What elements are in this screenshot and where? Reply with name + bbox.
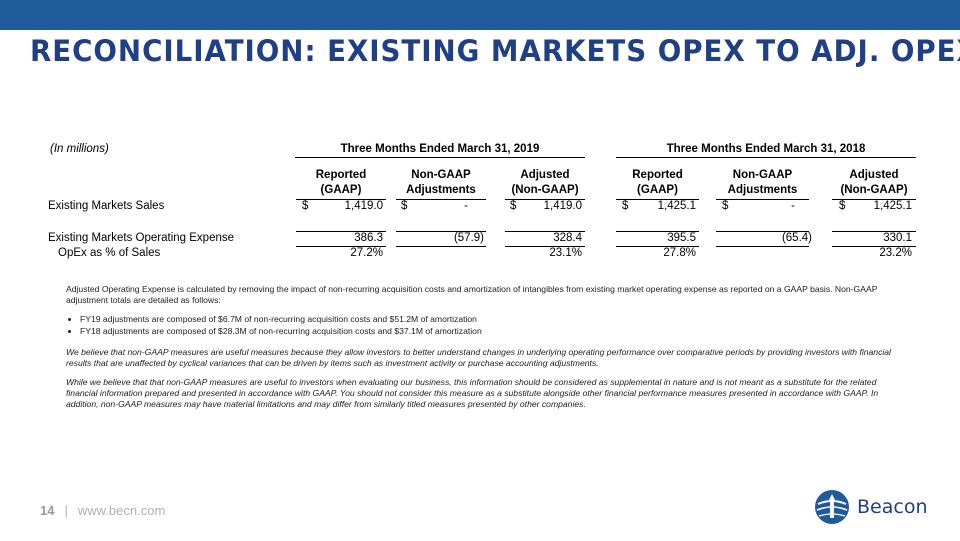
table-cell: (65.4) [781, 232, 812, 244]
table-cell: - [791, 200, 795, 212]
table-cell: 27.2% [350, 247, 383, 259]
table-cell: 330.1 [883, 232, 912, 244]
definition-note: Adjusted Operating Expense is calculated… [66, 284, 878, 305]
cell-rule [296, 246, 386, 247]
cell-rule [716, 231, 809, 232]
footer: 14 | www.becn.com [40, 503, 165, 518]
currency-symbol: $ [401, 200, 408, 212]
website-link[interactable]: www.becn.com [77, 503, 166, 518]
table-cell: - [464, 200, 468, 212]
currency-symbol: $ [302, 200, 309, 212]
table-cell: 386.3 [354, 232, 383, 244]
cell-rule [505, 231, 585, 232]
caveat-note: While we believe that that non-GAAP meas… [66, 377, 879, 409]
cell-rule [832, 231, 916, 232]
currency-symbol: $ [622, 200, 629, 212]
column-header: Adjusted (Non-GAAP) [505, 168, 585, 200]
table-cell: 27.8% [663, 247, 696, 259]
list-item: FY18 adjustments are composed of $28.3M … [80, 326, 896, 337]
cell-rule [296, 231, 386, 232]
list-item: FY19 adjustments are composed of $6.7M o… [80, 314, 896, 325]
row-label-opex: Existing Markets Operating Expense [48, 232, 235, 244]
top-bar [0, 0, 960, 30]
footnotes: Adjusted Operating Expense is calculated… [66, 284, 896, 418]
page-title: RECONCILIATION: EXISTING MARKETS OPEX TO… [30, 34, 960, 68]
adjustment-list: FY19 adjustments are composed of $6.7M o… [66, 314, 896, 337]
page-number: 14 [40, 503, 55, 518]
currency-symbol: $ [839, 200, 846, 212]
period-header-2018: Three Months Ended March 31, 2018 [616, 143, 916, 158]
currency-symbol: $ [722, 200, 729, 212]
cell-rule [396, 246, 486, 247]
table-cell: 23.2% [879, 247, 912, 259]
column-header: Reported (GAAP) [616, 168, 699, 200]
table-cell: 1,425.1 [657, 200, 696, 212]
unit-note: (In millions) [50, 143, 109, 155]
table-cell: 1,425.1 [873, 200, 912, 212]
belief-note: We believe that non-GAAP measures are us… [66, 347, 891, 368]
table-cell: 1,419.0 [344, 200, 383, 212]
column-header: Adjusted (Non-GAAP) [832, 168, 916, 200]
row-label-sales: Existing Markets Sales [48, 200, 165, 212]
table-cell: 23.1% [549, 247, 582, 259]
column-header: Non-GAAP Adjustments [716, 168, 809, 200]
column-header: Reported (GAAP) [296, 168, 386, 200]
row-label-opex-pct: OpEx as % of Sales [58, 247, 161, 259]
cell-rule [396, 231, 486, 232]
table-cell: 328.4 [553, 232, 582, 244]
currency-symbol: $ [510, 200, 517, 212]
cell-rule [716, 246, 809, 247]
cell-rule [832, 246, 916, 247]
table-cell: (57.9) [453, 232, 484, 244]
cell-rule [505, 246, 585, 247]
period-header-2019: Three Months Ended March 31, 2019 [295, 143, 585, 158]
table-cell: 1,419.0 [543, 200, 582, 212]
logo-wordmark: Beacon [857, 496, 928, 518]
table-cell: 395.5 [667, 232, 696, 244]
cell-rule [616, 246, 699, 247]
footer-separator: | [64, 503, 68, 518]
beacon-logo-icon [815, 490, 849, 524]
column-header: Non-GAAP Adjustments [396, 168, 486, 200]
cell-rule [616, 231, 699, 232]
